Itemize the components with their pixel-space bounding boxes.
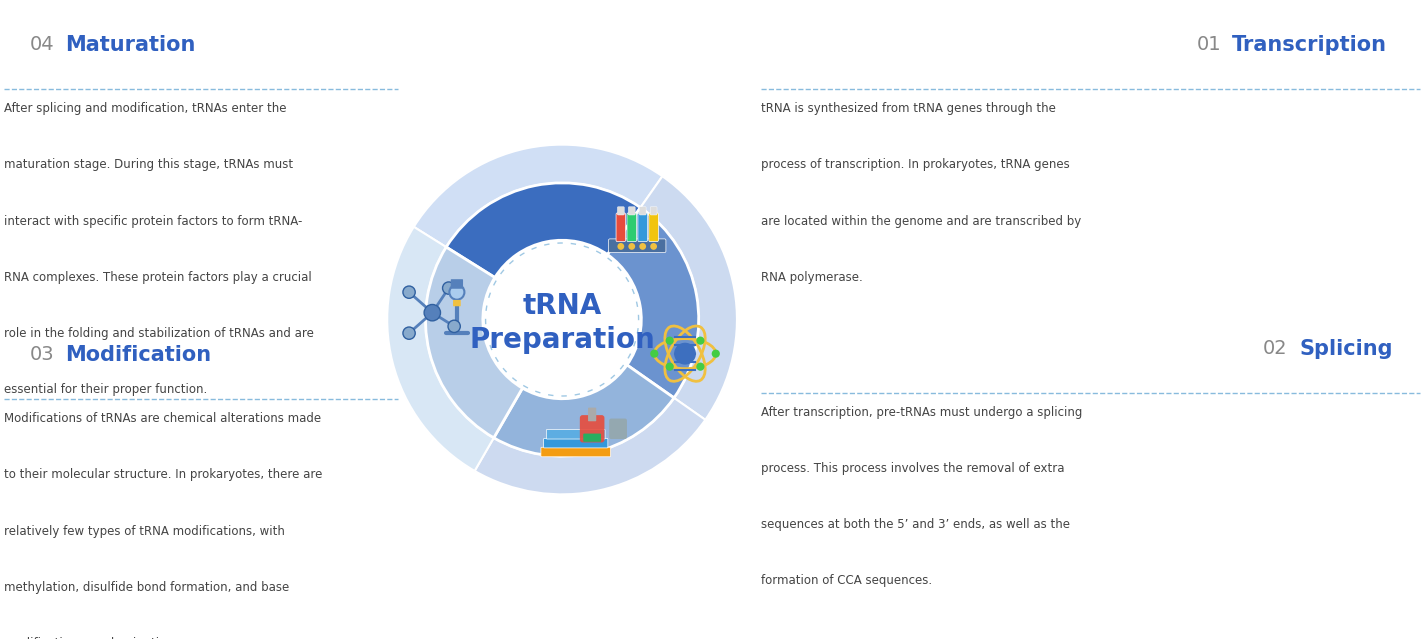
FancyBboxPatch shape [579, 415, 605, 442]
Text: Maturation: Maturation [65, 35, 196, 55]
Text: 01: 01 [1197, 35, 1221, 54]
Circle shape [650, 243, 657, 250]
Text: Splicing: Splicing [1299, 339, 1393, 358]
FancyBboxPatch shape [588, 408, 596, 421]
Text: Preparation: Preparation [470, 326, 655, 354]
Text: After transcription, pre-tRNAs must undergo a splicing: After transcription, pre-tRNAs must unde… [761, 406, 1083, 419]
Circle shape [629, 243, 635, 250]
Circle shape [696, 362, 704, 371]
FancyBboxPatch shape [628, 213, 636, 242]
Text: Transcription: Transcription [1232, 35, 1387, 55]
FancyBboxPatch shape [453, 300, 461, 306]
Circle shape [484, 242, 640, 397]
FancyBboxPatch shape [629, 207, 635, 215]
Text: formation of CCA sequences.: formation of CCA sequences. [761, 574, 932, 587]
Wedge shape [640, 176, 737, 420]
Circle shape [696, 337, 704, 344]
Text: RNA complexes. These protein factors play a crucial: RNA complexes. These protein factors pla… [4, 271, 312, 284]
FancyBboxPatch shape [541, 447, 610, 457]
FancyBboxPatch shape [650, 207, 657, 215]
Wedge shape [447, 183, 640, 277]
Circle shape [448, 320, 460, 332]
FancyBboxPatch shape [583, 434, 601, 442]
Wedge shape [387, 227, 494, 471]
FancyBboxPatch shape [616, 213, 626, 242]
FancyBboxPatch shape [639, 207, 646, 215]
Wedge shape [387, 144, 737, 495]
FancyBboxPatch shape [544, 438, 608, 448]
Wedge shape [608, 208, 699, 398]
Text: After splicing and modification, tRNAs enter the: After splicing and modification, tRNAs e… [4, 102, 287, 115]
Text: modifications predominating.: modifications predominating. [4, 637, 178, 639]
Circle shape [712, 350, 720, 358]
Text: tRNA: tRNA [522, 292, 602, 320]
FancyBboxPatch shape [638, 213, 647, 242]
FancyBboxPatch shape [451, 279, 462, 289]
Circle shape [675, 343, 696, 365]
Text: Modification: Modification [65, 345, 212, 365]
Circle shape [618, 243, 625, 250]
Circle shape [666, 362, 673, 371]
FancyBboxPatch shape [649, 213, 659, 242]
Circle shape [450, 284, 464, 300]
Wedge shape [475, 398, 706, 495]
Circle shape [403, 327, 416, 339]
Text: essential for their proper function.: essential for their proper function. [4, 383, 208, 396]
Wedge shape [414, 144, 662, 247]
Text: sequences at both the 5’ and 3’ ends, as well as the: sequences at both the 5’ and 3’ ends, as… [761, 518, 1070, 531]
Circle shape [443, 282, 455, 294]
Text: methylation, disulfide bond formation, and base: methylation, disulfide bond formation, a… [4, 581, 289, 594]
Circle shape [424, 304, 441, 321]
Text: RNA polymerase.: RNA polymerase. [761, 271, 864, 284]
Text: 04: 04 [30, 35, 54, 54]
Text: 03: 03 [30, 345, 54, 364]
Text: process. This process involves the removal of extra: process. This process involves the remov… [761, 462, 1064, 475]
Text: role in the folding and stabilization of tRNAs and are: role in the folding and stabilization of… [4, 327, 314, 340]
Text: interact with specific protein factors to form tRNA-: interact with specific protein factors t… [4, 215, 303, 227]
Text: tRNA is synthesized from tRNA genes through the: tRNA is synthesized from tRNA genes thro… [761, 102, 1056, 115]
Text: relatively few types of tRNA modifications, with: relatively few types of tRNA modificatio… [4, 525, 285, 537]
Text: 02: 02 [1264, 339, 1288, 358]
Text: to their molecular structure. In prokaryotes, there are: to their molecular structure. In prokary… [4, 468, 323, 481]
Circle shape [666, 337, 673, 344]
FancyBboxPatch shape [618, 207, 625, 215]
Text: maturation stage. During this stage, tRNAs must: maturation stage. During this stage, tRN… [4, 158, 293, 171]
Circle shape [403, 286, 416, 298]
Wedge shape [494, 365, 675, 456]
Circle shape [650, 350, 659, 358]
Text: Modifications of tRNAs are chemical alterations made: Modifications of tRNAs are chemical alte… [4, 412, 322, 425]
FancyBboxPatch shape [609, 419, 628, 439]
Text: process of transcription. In prokaryotes, tRNA genes: process of transcription. In prokaryotes… [761, 158, 1070, 171]
Text: are located within the genome and are transcribed by: are located within the genome and are tr… [761, 215, 1081, 227]
Wedge shape [425, 247, 522, 438]
FancyBboxPatch shape [609, 239, 666, 252]
Circle shape [639, 243, 646, 250]
FancyBboxPatch shape [546, 429, 605, 439]
